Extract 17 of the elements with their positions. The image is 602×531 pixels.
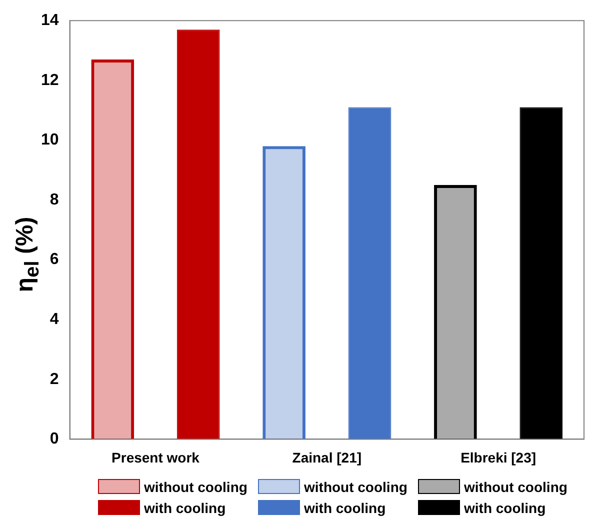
y-tick-label: 12 (41, 72, 59, 89)
y-tick-label: 4 (50, 311, 59, 328)
legend-label: without cooling (143, 478, 248, 497)
y-tick-label: 8 (50, 191, 59, 208)
legend-label: with cooling (303, 498, 387, 518)
x-tick-label: Zainal [21] (292, 449, 362, 466)
legend-label: with cooling (143, 498, 227, 518)
y-tick-label: 0 (50, 430, 59, 448)
y-tick-label: 6 (50, 251, 59, 268)
x-tick-label: Present work (112, 449, 200, 466)
x-tick-label: Elbreki [23] (460, 449, 536, 466)
legend-label: with cooling (463, 498, 547, 518)
legend-label: without cooling (463, 478, 568, 497)
y-tick-label: 10 (41, 132, 59, 149)
y-tick-label: 2 (50, 370, 59, 388)
legend-label: without cooling (303, 478, 408, 497)
y-tick-label: 14 (41, 12, 59, 30)
